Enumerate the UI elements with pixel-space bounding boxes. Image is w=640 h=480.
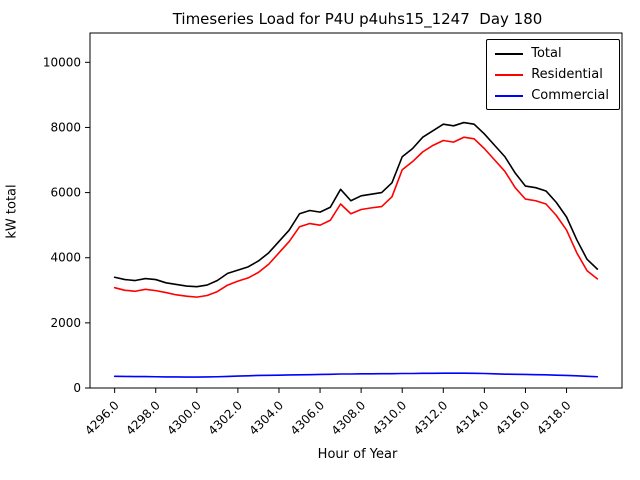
y-tick-label: 0 bbox=[73, 381, 81, 395]
series-line-residential bbox=[113, 136, 599, 298]
y-axis-label: kW total bbox=[4, 184, 20, 239]
x-tick-label: 4314.0 bbox=[452, 398, 492, 438]
x-tick-label: 4304.0 bbox=[246, 398, 286, 438]
x-tick-label: 4316.0 bbox=[493, 398, 533, 438]
x-tick-label: 4318.0 bbox=[534, 398, 574, 438]
legend-label-total: Total bbox=[531, 46, 562, 61]
y-tick-label: 8000 bbox=[50, 120, 81, 134]
axes-spines bbox=[89, 32, 623, 389]
legend-line-residential bbox=[495, 73, 524, 76]
y-tick-label: 6000 bbox=[50, 186, 81, 200]
x-tick-label: 4310.0 bbox=[370, 398, 410, 438]
x-tick-label: 4312.0 bbox=[411, 398, 451, 438]
y-tick-label: 4000 bbox=[50, 251, 81, 265]
legend: Total Residential Commercial bbox=[486, 39, 620, 110]
x-tick-label: 4302.0 bbox=[205, 398, 245, 438]
chart-title: Timeseries Load for P4U p4uhs15_1247 Day… bbox=[172, 10, 543, 28]
x-axis-label: Hour of Year bbox=[317, 447, 398, 462]
series-line-commercial bbox=[113, 372, 599, 378]
x-tick-label: 4298.0 bbox=[123, 398, 163, 438]
x-tick-label: 4300.0 bbox=[164, 398, 204, 438]
legend-label-commercial: Commercial bbox=[531, 88, 609, 103]
series-line-total bbox=[113, 121, 599, 288]
x-tick-label: 4308.0 bbox=[329, 398, 369, 438]
legend-line-commercial bbox=[495, 94, 524, 97]
y-tick-label: 10000 bbox=[43, 55, 81, 69]
legend-entry-total: Total bbox=[495, 46, 609, 61]
legend-line-total bbox=[495, 52, 524, 55]
y-tick-label: 2000 bbox=[50, 316, 81, 330]
x-tick-label: 4306.0 bbox=[288, 398, 328, 438]
legend-label-residential: Residential bbox=[531, 67, 603, 82]
x-tick-label: 4296.0 bbox=[82, 398, 122, 438]
legend-entry-commercial: Commercial bbox=[495, 88, 609, 103]
legend-entry-residential: Residential bbox=[495, 67, 609, 82]
